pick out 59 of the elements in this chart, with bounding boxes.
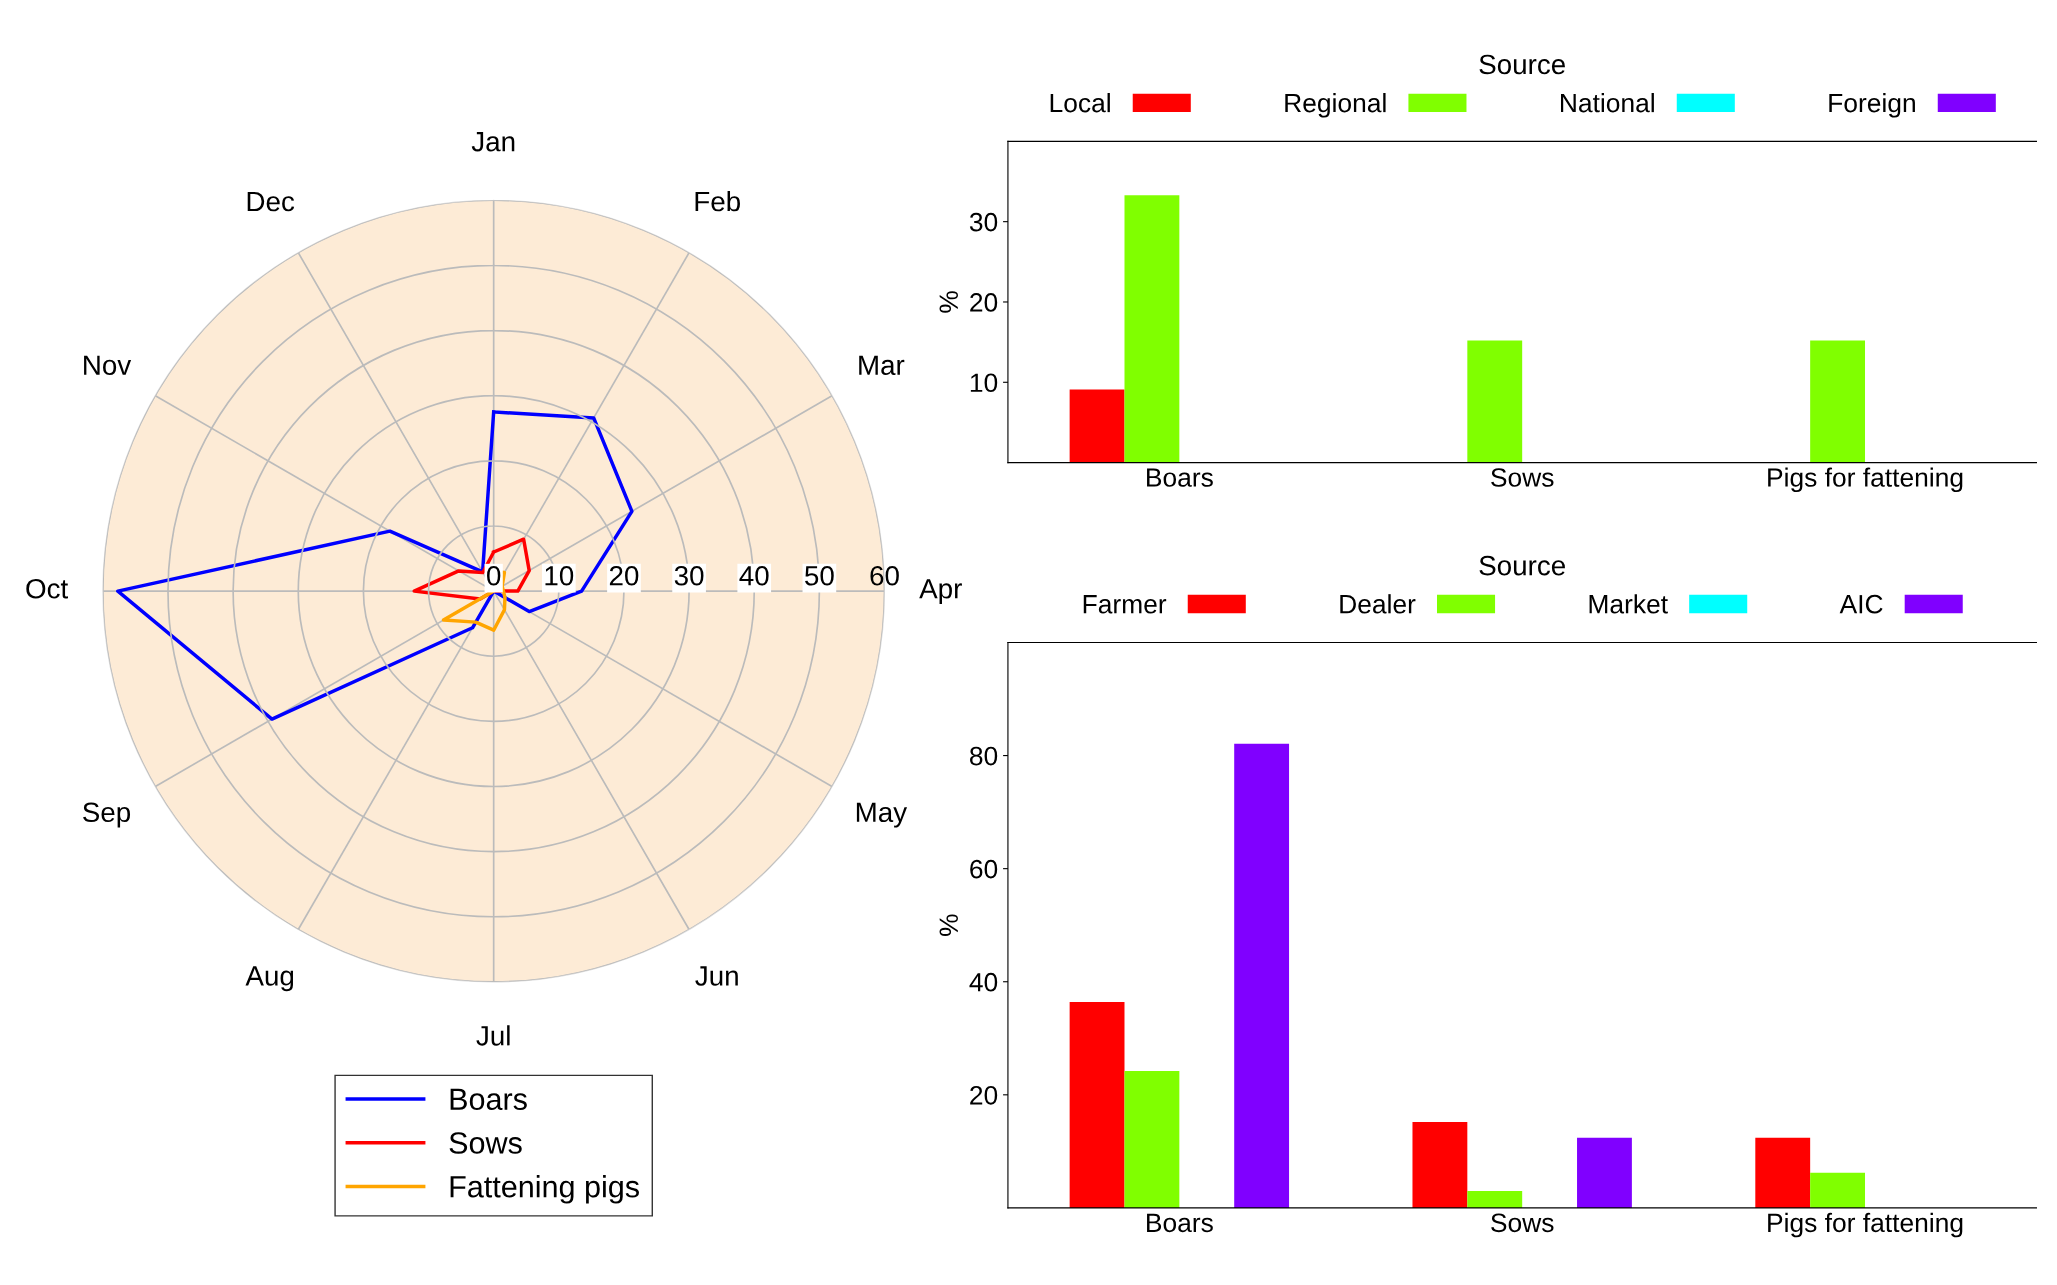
y-tick-label: 10 [545, 565, 574, 586]
legend-label: National [1561, 93, 1654, 113]
y-tick-label: 20 [609, 565, 639, 586]
bar [1810, 340, 1866, 463]
bar [1810, 1172, 1866, 1208]
x-tick-label: Pigs for fattening [1768, 467, 1963, 493]
legend-title: Source [1479, 54, 1565, 75]
x-tick-label: Boars [1147, 1213, 1213, 1233]
bar [1124, 195, 1180, 463]
spoke-label: Jul [476, 1025, 510, 1046]
bar [1755, 1137, 1811, 1208]
y-tick-label: 20 [970, 293, 998, 312]
y-tick-label: 10 [970, 373, 998, 393]
x-tick-label: Boars [1147, 468, 1213, 487]
legend-label: Foreign [1829, 93, 1915, 118]
y-tick-label: 20 [970, 1085, 998, 1105]
spoke-label: Jun [695, 966, 738, 986]
spoke-label: Oct [26, 578, 68, 599]
y-tick-label: 40 [739, 565, 769, 586]
y-tick-label: 60 [870, 565, 899, 586]
bar [1467, 1190, 1523, 1208]
spoke-label: Mar [859, 355, 905, 376]
bar [1124, 1071, 1180, 1208]
spoke-label: Nov [84, 355, 132, 376]
legend-label: Dealer [1340, 594, 1416, 614]
spoke-label: Dec [247, 191, 295, 212]
y-tick-label: 50 [805, 565, 834, 586]
legend-label: AIC [1839, 594, 1883, 614]
bar [1467, 340, 1523, 463]
bar [1234, 743, 1290, 1208]
x-tick-label: Pigs for fattening [1768, 1212, 1963, 1238]
x-tick-label: Sows [1491, 1213, 1554, 1233]
spoke-label: May [856, 802, 908, 828]
legend-label: Fattening pigs [450, 1175, 639, 1204]
x-tick-label: Sows [1491, 468, 1554, 487]
legend-label: Boars [450, 1088, 527, 1111]
legend-label: Sows [449, 1132, 522, 1154]
y-axis-title: % [939, 914, 958, 936]
y-tick-label: 80 [970, 746, 998, 766]
y-tick-label: 0 [487, 565, 501, 586]
spoke-label: Feb [695, 190, 740, 212]
y-axis-title: % [939, 291, 958, 313]
bar [1069, 1002, 1125, 1208]
spoke-label: Aug [245, 966, 294, 992]
spoke-label: Jan [471, 132, 515, 152]
legend-label: Local [1050, 93, 1110, 113]
legend-title: Source [1479, 555, 1565, 576]
legend-label: Regional [1285, 93, 1386, 118]
y-tick-label: 30 [969, 212, 998, 232]
spoke-label: Apr [919, 579, 962, 605]
bar [1069, 389, 1125, 463]
y-tick-label: 40 [969, 972, 998, 992]
bar [1412, 1121, 1468, 1208]
legend-label: Market [1589, 594, 1668, 614]
bar [1577, 1137, 1632, 1208]
y-tick-label: 60 [970, 859, 998, 879]
spoke-label: Sep [83, 802, 131, 828]
legend-label: Farmer [1083, 595, 1167, 614]
y-tick-label: 30 [674, 565, 704, 586]
